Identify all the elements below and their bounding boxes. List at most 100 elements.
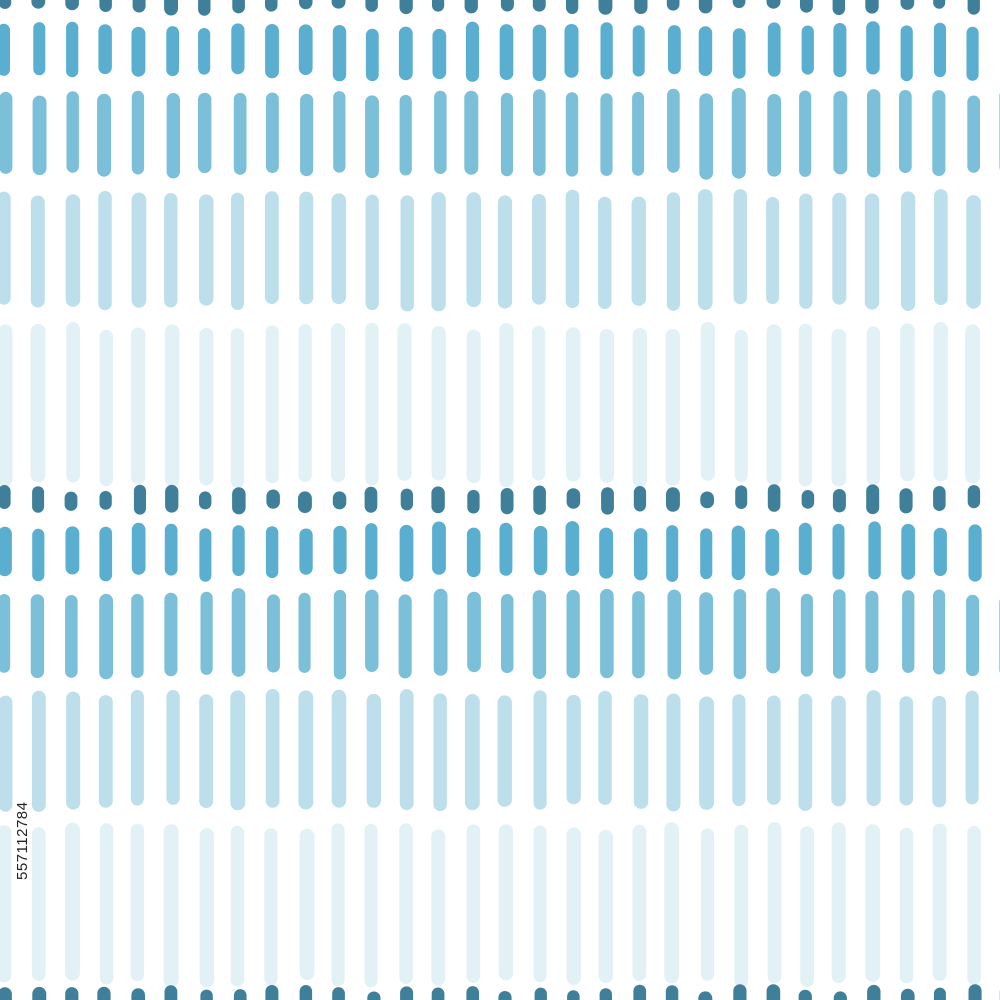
stripe	[331, 823, 345, 987]
stripe	[198, 92, 212, 174]
stripe	[98, 24, 112, 75]
stripe	[33, 22, 46, 76]
stripe	[298, 592, 311, 673]
stripe	[0, 91, 13, 174]
stripe	[933, 322, 948, 482]
dot	[299, 0, 313, 10]
stripe	[365, 523, 378, 580]
stripe	[632, 91, 645, 176]
stripe	[30, 195, 45, 308]
dot	[32, 986, 47, 1000]
stripe	[766, 324, 782, 486]
stripe	[299, 191, 314, 305]
dot	[933, 0, 946, 9]
stripe	[831, 822, 846, 983]
stripe	[867, 89, 881, 178]
dot	[865, 0, 879, 14]
stripe	[667, 88, 680, 173]
stripe	[598, 829, 613, 983]
stripe	[533, 690, 547, 810]
stripe	[732, 694, 746, 807]
stripe	[632, 25, 645, 77]
stripe	[902, 590, 915, 673]
stripe	[766, 588, 780, 674]
stripe	[934, 189, 948, 305]
stripe	[467, 591, 481, 673]
dot	[399, 0, 413, 15]
dot	[31, 0, 46, 9]
stripe	[398, 594, 412, 679]
dot	[97, 986, 111, 1000]
dot	[200, 989, 213, 1000]
stripe	[699, 93, 713, 180]
stripe	[600, 22, 613, 80]
stripe	[731, 88, 746, 179]
stripe	[765, 528, 780, 576]
stripe	[965, 324, 980, 484]
stripe	[865, 590, 879, 674]
dot	[866, 484, 880, 515]
stripe	[466, 824, 481, 983]
stripe	[66, 691, 81, 810]
stripe	[532, 590, 547, 679]
dot	[199, 491, 212, 510]
stripe	[466, 329, 481, 484]
stripe	[65, 595, 78, 678]
stripe	[500, 92, 513, 177]
stripe	[365, 322, 379, 486]
stripe	[264, 191, 279, 304]
stripe	[831, 695, 846, 807]
dot	[633, 486, 647, 512]
dot	[133, 484, 146, 515]
stripe	[299, 528, 313, 575]
dot	[431, 987, 445, 1000]
stripe	[65, 194, 81, 307]
stripe	[365, 95, 379, 179]
stripe	[131, 26, 146, 77]
stripe	[98, 191, 112, 311]
dot	[666, 487, 680, 512]
stripe	[533, 525, 548, 576]
stripe	[498, 824, 514, 981]
stripe	[600, 588, 614, 679]
dot	[533, 485, 546, 515]
dot	[933, 987, 946, 1000]
stripe	[832, 523, 845, 580]
stripe	[799, 193, 813, 309]
dot	[164, 0, 178, 16]
stripe	[968, 524, 982, 582]
dot	[900, 0, 915, 10]
stripe	[0, 324, 13, 487]
stripe	[701, 828, 714, 981]
stripe	[265, 526, 279, 579]
stripe	[698, 26, 713, 76]
dot	[265, 0, 278, 12]
stripe	[532, 24, 547, 82]
stripe	[66, 91, 79, 173]
stripe	[164, 193, 178, 308]
stripe	[198, 28, 211, 75]
stripe	[166, 93, 180, 179]
dot	[198, 0, 211, 16]
stripe	[899, 696, 914, 806]
stripe	[767, 94, 782, 177]
dot	[666, 0, 680, 11]
dot	[633, 984, 647, 1000]
dot	[800, 0, 813, 13]
stripe	[733, 189, 747, 305]
dot	[735, 485, 748, 509]
stripe	[265, 24, 279, 79]
dot	[833, 991, 847, 1000]
stripe	[833, 91, 848, 175]
stripe	[0, 825, 12, 983]
dot	[567, 990, 580, 1000]
dot	[498, 991, 512, 1000]
stripe	[199, 528, 212, 582]
stripe	[501, 594, 514, 674]
dot	[732, 0, 746, 9]
stripe	[231, 23, 245, 75]
dot	[967, 485, 981, 509]
stripe	[733, 589, 747, 680]
